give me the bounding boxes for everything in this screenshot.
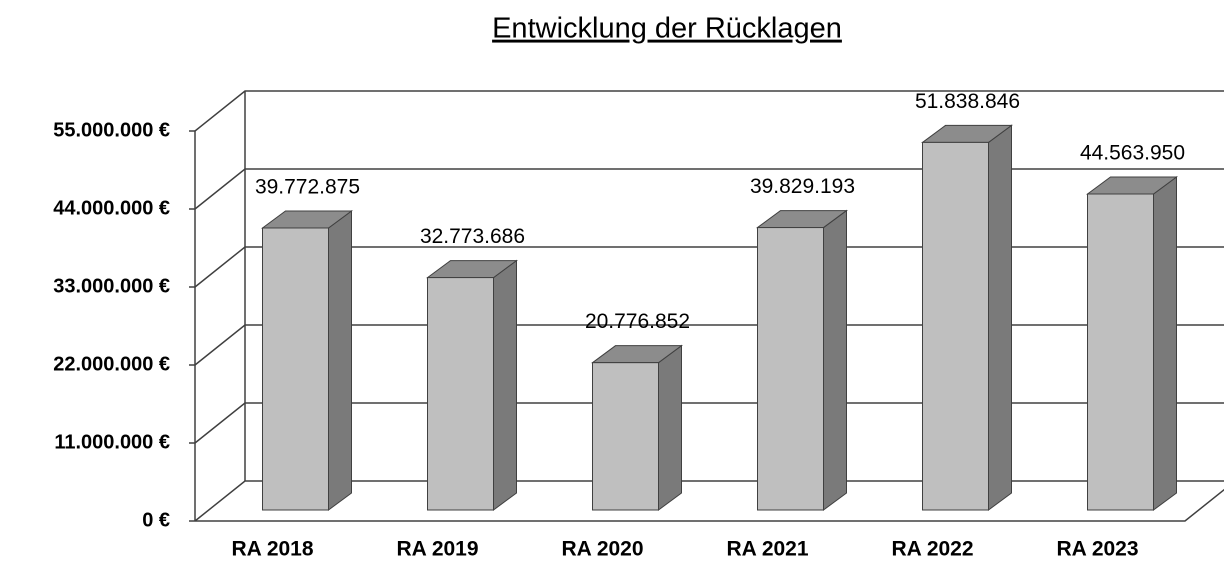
bar-side xyxy=(328,209,352,511)
x-tick-label: RA 2019 xyxy=(396,538,478,561)
value-label: 20.776.852 xyxy=(585,310,690,333)
chart-title: Entwicklung der Rücklagen xyxy=(492,13,842,45)
value-label: 51.838.846 xyxy=(915,90,1020,113)
floor-edge xyxy=(195,488,1224,522)
grid-line xyxy=(194,246,1224,288)
value-label: 39.772.875 xyxy=(255,176,360,199)
grid-line xyxy=(194,168,1224,210)
grid-line xyxy=(194,90,1224,132)
x-tick-label: RA 2020 xyxy=(561,538,643,561)
grid-line xyxy=(194,324,1224,366)
value-label: 32.773.686 xyxy=(420,225,525,248)
bar-side xyxy=(1153,176,1177,511)
y-tick-label: 44.000.000 € xyxy=(53,197,170,219)
y-tick-label: 22.000.000 € xyxy=(53,353,170,375)
y-tick-label: 11.000.000 € xyxy=(54,431,170,453)
bar xyxy=(757,227,824,511)
y-tick-label: 0 € xyxy=(142,509,170,531)
y-tick-label: 33.000.000 € xyxy=(53,275,170,297)
bar xyxy=(262,227,329,511)
grid-line xyxy=(194,402,1224,444)
y-tick-label: 55.000.000 € xyxy=(53,119,170,141)
bar xyxy=(592,362,659,511)
bar-side xyxy=(988,124,1012,511)
value-label: 39.829.193 xyxy=(750,175,855,198)
bar xyxy=(922,141,989,511)
bar xyxy=(427,277,494,511)
x-tick-label: RA 2018 xyxy=(231,538,313,561)
bar-side xyxy=(823,209,847,511)
grid-line xyxy=(194,480,1224,522)
x-tick-label: RA 2022 xyxy=(891,538,973,561)
value-label: 44.563.950 xyxy=(1080,142,1185,165)
x-tick-label: RA 2023 xyxy=(1056,538,1138,561)
bar-side xyxy=(493,259,517,511)
x-tick-label: RA 2021 xyxy=(726,538,808,561)
bar-side xyxy=(658,344,682,511)
bar xyxy=(1087,193,1154,511)
